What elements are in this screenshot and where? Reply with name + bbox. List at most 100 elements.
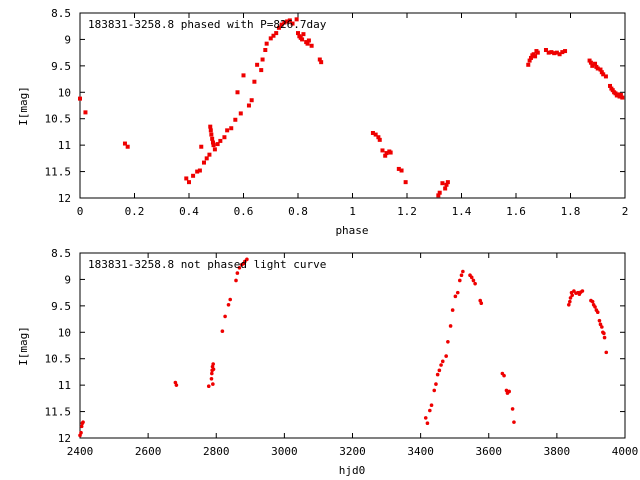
y-tick-label: 9 xyxy=(64,273,71,286)
data-point xyxy=(570,293,575,298)
data-point xyxy=(597,318,602,323)
data-point xyxy=(210,371,214,376)
x-tick-label: 3200 xyxy=(339,445,366,458)
axis-ticks xyxy=(79,12,626,199)
data-point xyxy=(264,41,269,46)
data-point xyxy=(403,180,408,185)
data-point xyxy=(461,269,465,274)
plot-frame xyxy=(79,252,626,439)
chart-title: 183831-3258.8 phased with P=826.7day xyxy=(88,18,327,31)
y-axis-label: I[mag] xyxy=(17,86,30,126)
data-point xyxy=(279,22,284,27)
data-point xyxy=(531,52,536,57)
data-point xyxy=(443,186,448,191)
x-tick-label: 2600 xyxy=(135,445,162,458)
data-point xyxy=(234,278,238,283)
data-point xyxy=(428,408,432,413)
y-tick-label: 10 xyxy=(58,86,71,99)
x-axis-label: hjd0 xyxy=(339,464,366,477)
y-tick-label: 9 xyxy=(64,33,71,46)
x-tick-label: 2800 xyxy=(203,445,230,458)
data-point xyxy=(204,156,209,161)
data-point xyxy=(471,278,476,283)
data-point xyxy=(563,49,568,54)
data-point xyxy=(439,363,443,367)
data-point xyxy=(276,25,281,30)
data-point xyxy=(195,169,200,174)
data-point xyxy=(235,271,240,275)
y-tick-label: 12 xyxy=(58,432,71,445)
data-point xyxy=(446,340,450,344)
data-point xyxy=(83,110,88,115)
y-tick-labels: 8.5 9 9.5 10 10.5 11 11.5 12 xyxy=(45,7,72,205)
data-point xyxy=(218,138,223,143)
x-tick-label: 3600 xyxy=(476,445,503,458)
data-point xyxy=(245,257,249,262)
data-point xyxy=(246,103,251,108)
data-point xyxy=(125,144,130,149)
data-point xyxy=(287,18,292,23)
data-point xyxy=(453,294,458,299)
data-point xyxy=(566,303,571,307)
data-point xyxy=(440,181,445,186)
data-points xyxy=(78,17,625,198)
data-point xyxy=(260,57,265,62)
data-point xyxy=(215,142,220,147)
data-point xyxy=(616,92,621,97)
axis-ticks xyxy=(79,252,626,439)
data-point xyxy=(568,299,572,304)
data-point xyxy=(373,132,378,137)
data-point xyxy=(580,289,585,293)
data-point xyxy=(526,62,531,67)
data-point xyxy=(613,91,618,96)
y-tick-label: 9.5 xyxy=(51,300,71,313)
unphased-light-curve-panel: 2400 2600 2800 3000 3200 3400 3600 3800 4000 8.5… xyxy=(17,247,638,477)
data-point xyxy=(568,296,573,300)
data-point xyxy=(549,50,554,55)
data-point xyxy=(602,331,606,336)
data-point xyxy=(533,54,538,59)
data-point xyxy=(450,308,455,312)
data-point xyxy=(425,421,430,426)
data-point xyxy=(437,190,442,195)
data-point xyxy=(601,72,606,77)
data-point xyxy=(587,58,592,63)
data-point xyxy=(296,31,300,36)
data-point xyxy=(473,281,477,286)
data-point xyxy=(560,50,565,55)
data-point xyxy=(305,41,310,46)
data-point xyxy=(235,90,240,95)
data-point xyxy=(598,67,603,72)
y-tick-label: 8.5 xyxy=(51,7,71,20)
data-point xyxy=(212,147,217,152)
data-point xyxy=(294,17,299,22)
data-point xyxy=(174,383,179,387)
data-point xyxy=(510,407,515,411)
data-point xyxy=(79,430,83,435)
data-point xyxy=(399,168,404,173)
y-tick-label: 10.5 xyxy=(45,353,72,366)
chart-title: 183831-3258.8 not phased light curve xyxy=(88,258,326,271)
data-point xyxy=(241,73,246,78)
data-point xyxy=(211,367,216,372)
x-tick-label: 1.4 xyxy=(452,205,472,218)
data-point xyxy=(593,61,598,66)
data-point xyxy=(457,278,462,283)
data-point xyxy=(252,79,257,84)
data-point xyxy=(211,143,216,148)
data-point xyxy=(383,153,388,158)
data-point xyxy=(255,62,260,67)
data-point xyxy=(199,144,204,149)
data-point xyxy=(528,55,533,60)
data-point xyxy=(479,301,484,306)
data-point xyxy=(512,420,516,424)
data-point xyxy=(220,329,225,334)
data-point xyxy=(602,335,607,340)
data-point xyxy=(282,20,287,25)
data-point xyxy=(469,275,474,280)
data-point xyxy=(598,322,603,327)
y-axis-label: I[mag] xyxy=(17,326,30,366)
data-point xyxy=(590,63,595,68)
data-point xyxy=(268,36,273,41)
data-point xyxy=(285,19,290,24)
